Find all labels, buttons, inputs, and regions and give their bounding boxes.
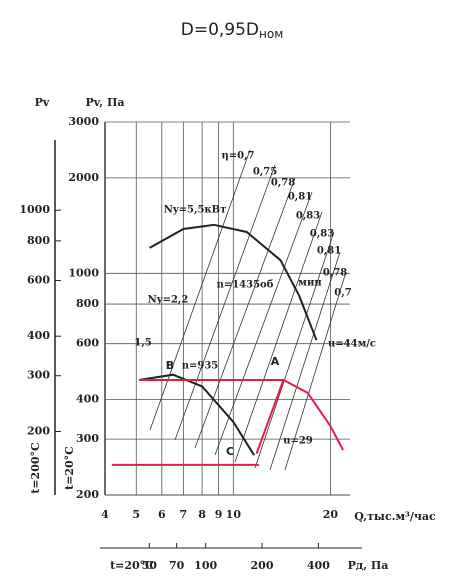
y2-temperature-label: t=200°C (29, 442, 42, 494)
pd-tick-label: 400 (307, 559, 330, 572)
y2-tick-label: 400 (27, 329, 50, 342)
annotation: 0,75 (253, 167, 277, 178)
efficiency-ray (214, 191, 313, 456)
x-tick-label: 7 (180, 508, 188, 521)
annotation: 0,83 (310, 229, 334, 240)
y-tick-label: 800 (76, 297, 99, 310)
series-line (255, 379, 285, 455)
annotation: 0,78 (271, 178, 295, 189)
annotation: Ny=5,5кВт (164, 205, 227, 216)
x-axis-label: Q,тыс.м³/час (354, 510, 436, 523)
x-tick-label: 4 (101, 508, 109, 521)
pd-tick-label: 200 (251, 559, 274, 572)
y2-tick-label: 600 (27, 273, 50, 286)
annotation: η=0,7 (221, 151, 254, 162)
efficiency-ray (234, 211, 323, 463)
y-tick-label: 2000 (68, 171, 99, 184)
y2-tick-label: 1000 (19, 203, 50, 216)
y-temperature-label: t=20°C (63, 446, 76, 490)
pd-temperature-label: t=20°C (110, 559, 154, 572)
efficiency-ray (149, 149, 251, 431)
annotation: A (271, 355, 280, 368)
annotation: 0,81 (317, 246, 341, 257)
efficiency-ray (254, 231, 335, 469)
y-tick-label: 200 (76, 488, 99, 501)
pd-tick-label: 100 (194, 559, 217, 572)
y2-axis-label: Pv (35, 96, 50, 109)
annotation: C (226, 445, 234, 458)
y2-tick-label: 300 (27, 369, 50, 382)
series-line (138, 373, 255, 456)
chart-title: D=0,95Dном (181, 20, 284, 41)
annotation: 0,81 (288, 192, 312, 203)
x-tick-label: 10 (226, 508, 242, 521)
series-line (139, 378, 345, 451)
annotation: u=29 (283, 436, 313, 447)
annotation: мин (298, 278, 321, 289)
efficiency-ray (194, 177, 296, 449)
annotation: u=44м/с (328, 339, 376, 350)
y2-tick-label: 800 (27, 234, 50, 247)
x-tick-label: 20 (323, 508, 339, 521)
y-tick-label: 1000 (68, 266, 99, 279)
pd-axis-label: Pд, Па (348, 559, 389, 572)
efficiency-ray (174, 164, 276, 441)
x-tick-label: 9 (215, 508, 223, 521)
pd-tick-label: 50 (142, 559, 158, 572)
x-tick-label: 8 (198, 508, 206, 521)
y-axis-label: Pv, Па (86, 96, 125, 109)
y-tick-label: 400 (76, 393, 99, 406)
annotation: 0,83 (296, 211, 320, 222)
efficiency-ray (284, 271, 347, 471)
y2-tick-label: 200 (27, 424, 50, 437)
annotation: n=1435об (217, 280, 274, 291)
y-tick-label: 3000 (68, 115, 99, 128)
series-line (149, 223, 318, 341)
x-tick-label: 6 (158, 508, 166, 521)
x-tick-label: 5 (132, 508, 140, 521)
y-tick-label: 300 (76, 432, 99, 445)
annotation: 1,5 (134, 338, 151, 349)
pd-tick-label: 70 (169, 559, 185, 572)
y-tick-label: 600 (76, 337, 99, 350)
annotation: Ny=2,2 (148, 295, 189, 306)
annotation: 0,7 (334, 288, 351, 299)
annotation: B (166, 359, 174, 372)
annotation: n=935 (182, 361, 219, 372)
efficiency-ray (269, 251, 341, 471)
annotation: 0,78 (323, 268, 347, 279)
